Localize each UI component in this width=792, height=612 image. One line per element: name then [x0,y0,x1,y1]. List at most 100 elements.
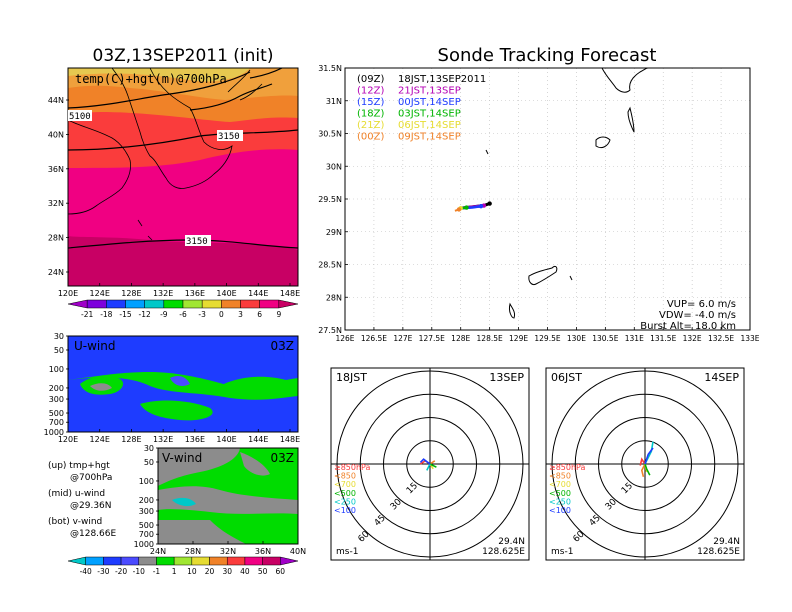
track-legend-utc: (09Z) [357,74,384,85]
hodograph-lat: 29.4N [713,537,740,547]
track-x-tick-label: 128E [451,334,470,343]
temp-colorbar-swatch [182,299,203,309]
v-panel-label: V-wind [162,451,202,465]
v-y-tick-label: 50 [144,458,154,467]
track-legend-jst: 09JST,14SEP [398,132,461,143]
v-y-tick-label: 200 [139,496,154,505]
track-x-tick-label: 133E [740,334,759,343]
track-y-tick-label: 31N [326,97,342,106]
hodograph-series-line [419,458,431,465]
wind-colorbar-label: 20 [205,567,215,576]
temp-colorbar-swatch [125,299,145,309]
contour-3150-north [68,129,298,151]
track-x-tick-label: 127.5E [419,334,445,343]
temp-colorbar-label: -6 [179,310,187,319]
temp-colorbar-swatch [144,299,165,309]
u-x-tick-label: 132E [153,435,173,444]
contour-label-5100: 5100 [69,112,91,122]
track-lines [454,201,492,212]
contour-label-bg-1 [68,110,92,121]
track-x-tick-label: 127E [393,334,412,343]
coast-tokunoshima [509,302,515,319]
coast-yakushima [595,136,611,149]
right-title: Sonde Tracking Forecast [438,45,657,66]
hodograph-series-line [429,460,436,465]
hodograph-ring [383,417,477,511]
contour-label-bg-3 [185,235,211,246]
temp-colorbar-label: 6 [257,310,262,319]
map-y-tick-label: 24N [48,268,64,277]
map-x-tick-label: 148E [280,289,300,298]
temp-colorbar-swatch [201,299,222,309]
u-x-tick-label: 120E [58,435,78,444]
map-fill-cool [68,68,250,82]
hodograph-series-line [644,463,651,476]
contour-label-3150-a: 3150 [218,132,240,142]
hodograph-unit: ms-1 [551,547,573,557]
u-gray-west [90,383,112,391]
map-label: temp(C)+hgt(m)@700hPa [75,72,227,86]
map-axis-ticks: 120E 124E 128E 132E 136E 140E 144E 148E 44N 40N 36… [48,96,300,298]
u-wind-panel: U-wind 03Z 120E 124E 128E 132E 136E 140E 144E 1… [44,332,301,444]
track-legend-utc: (15Z) [357,97,384,108]
track-y-tick-label: 28N [326,293,342,302]
hodograph-legend-entry: <100 [549,506,571,515]
wind-colorbar-swatch [280,556,299,566]
hodograph-series-line [429,463,437,468]
wind-colorbar-swatch [226,556,246,566]
wind-colorbar-swatch [67,556,86,566]
v-y-tick-label: 30 [144,444,154,453]
v-gray-low [158,520,246,544]
u-green-low [140,400,213,421]
contour-3050 [249,68,283,79]
hodograph-time: 06JST [551,371,582,384]
temp-colorbar-label: -15 [119,310,131,319]
track-legend-jst: 06JST,14SEP [398,120,461,131]
v-y-tick-label: 1000 [134,540,154,549]
temp-colorbar-swatch [163,299,184,309]
v-x-tick-label: 28N [185,547,201,556]
wind-colorbar-label: 1 [172,567,177,576]
u-x-tick-label: 124E [90,435,110,444]
coastline-islands [137,219,153,241]
track-x-tick-label: 129.5E [534,334,560,343]
track-y-tick-label: 27.5N [318,326,342,335]
temp-colorbar-label: 9 [276,310,281,319]
track-x-tick-label: 131.5E [650,334,676,343]
map-x-tick-label: 144E [248,289,268,298]
temp-colorbar-label: -18 [100,310,112,319]
track-legend-utc: (00Z) [357,132,384,143]
temp-colorbar-label: -21 [81,310,93,319]
map-y-tick-label: 32N [48,199,64,208]
map-x-tick-label: 124E [90,289,110,298]
coastline-japan [111,68,233,189]
v-x-tick-label: 24N [150,547,166,556]
track-legend-utc: (21Z) [357,120,384,131]
temp-colorbar-label: 0 [219,310,224,319]
wind-colorbar-swatch [262,556,281,566]
coast-kyushu-south [601,68,649,93]
coastline-china [68,119,131,215]
temp-colorbar-label: -9 [160,310,168,319]
track-legend-jst: 03JST,14SEP [398,109,461,120]
u-panel-label: U-wind [74,339,115,353]
track-series-point [487,201,492,206]
hodograph-series-line [640,463,646,477]
u-x-tick-label: 148E [280,435,300,444]
track-y-tick-label: 30N [326,162,342,171]
hodograph-ring [359,393,501,535]
map-x-tick-label: 132E [153,289,173,298]
map-y-tick-label: 36N [48,165,64,174]
track-x-tick-label: 126E [335,334,354,343]
hodograph-time: 18JST [336,371,367,384]
hodograph-legend-entry: ≥850hPa [334,463,371,472]
u-y-tick-label: 30 [54,332,64,341]
track-axis-ticks: 126E 126.5E 127E 127.5E 128E 128.5E 129E 129.5E… [318,64,760,343]
hodograph-legend-entry: <700 [334,480,356,489]
wind-colorbar-label: 60 [276,567,286,576]
v-gray-east [240,452,270,476]
u-y-tick-label: 100 [49,365,64,374]
